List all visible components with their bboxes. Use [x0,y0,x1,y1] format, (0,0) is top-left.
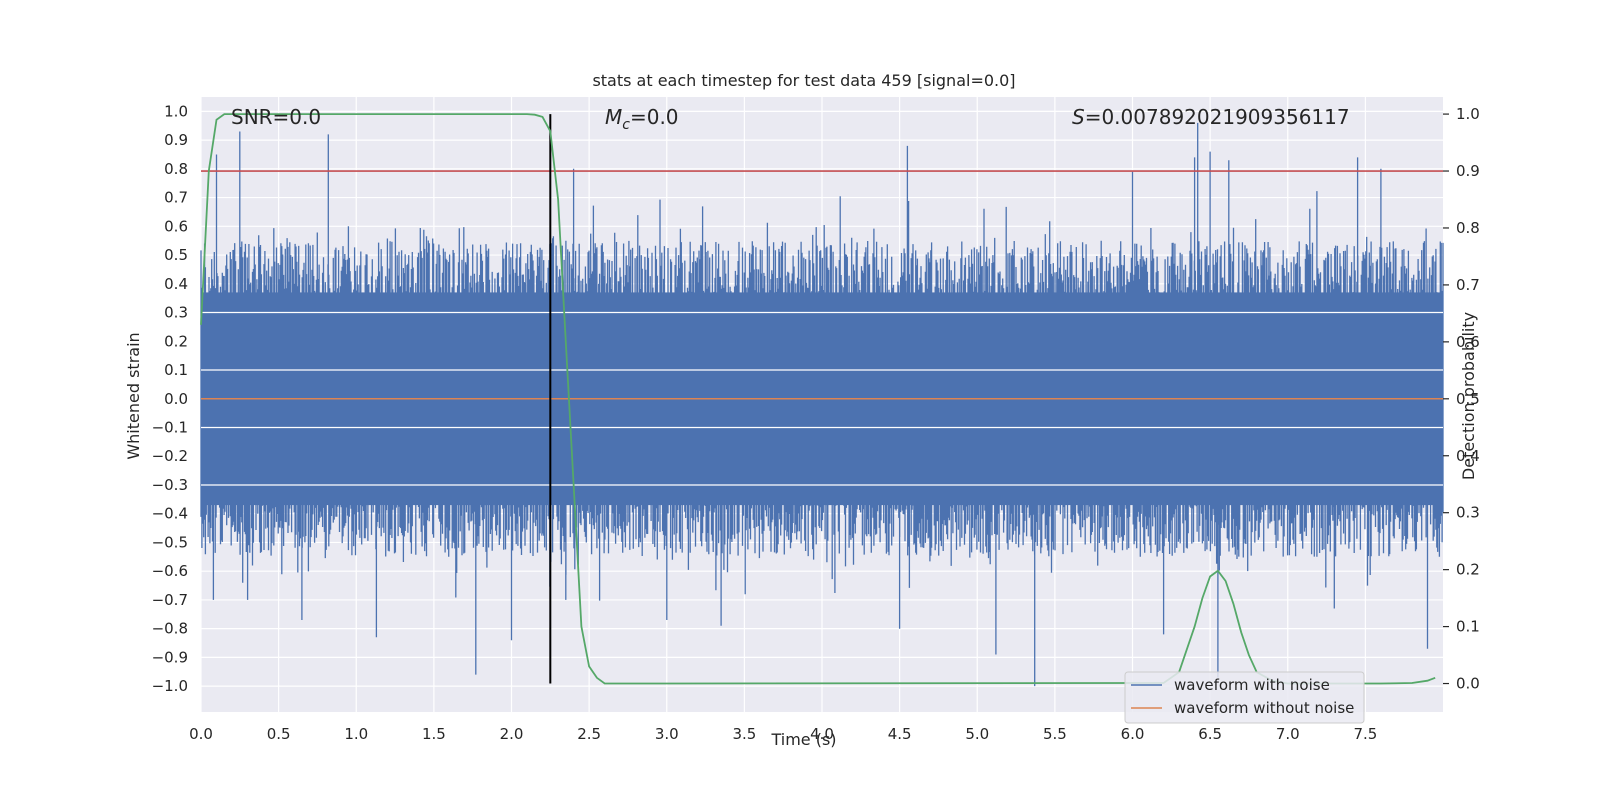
x-tick-label: 7.0 [1276,725,1300,743]
right-y-tick-label: 0.8 [1456,219,1480,237]
x-tick-label: 0.0 [189,725,213,743]
left-y-tick-label: 0.5 [164,246,188,264]
left-y-tick-label: 0.8 [164,160,188,178]
x-axis-ticks: 0.0 0.5 1.0 1.5 2.0 2.5 3.0 3.5 4.0 4.5 5.0 5.5 6.0 6… [189,725,1377,743]
legend-label-clean: waveform without noise [1174,699,1354,717]
chart-title: stats at each timestep for test data 459… [592,71,1015,90]
mc-symbol: M [605,105,622,129]
right-y-tick-label: 0.6 [1456,333,1480,351]
x-tick-label: 5.5 [1043,725,1067,743]
right-y-tick-label: 0.0 [1456,675,1480,693]
x-tick-label: 1.5 [422,725,446,743]
right-y-axis-label: Detection probability [1459,312,1478,480]
left-y-tick-label: 0.6 [164,217,188,235]
right-y-tick-label: 0.1 [1456,618,1480,636]
x-tick-label: 4.5 [888,725,912,743]
snr-annotation: SNR=0.0 [231,105,321,129]
right-y-tick-label: 1.0 [1456,105,1480,123]
right-y-axis-ticks: 1.0 0.9 0.8 0.7 0.6 0.5 0.4 0.3 0.2 0.1 0.0 [1443,105,1480,693]
x-tick-label: 1.0 [344,725,368,743]
left-y-tick-label: −0.5 [152,533,188,551]
x-axis-label: Time (s) [770,730,836,749]
mc-value: =0.0 [630,105,679,129]
s-annotation: S=0.007892021909356117 [1072,105,1350,129]
left-y-tick-label: 0.3 [164,304,188,322]
x-tick-label: 6.5 [1198,725,1222,743]
left-y-tick-label: 0.9 [164,131,188,149]
left-y-tick-label: 0.0 [164,390,188,408]
mc-subscript: c [622,117,630,133]
x-tick-label: 4.0 [810,725,834,743]
left-y-tick-label: 1.0 [164,102,188,120]
left-y-tick-label: −0.9 [152,648,188,666]
left-y-axis-ticks: 1.0 0.9 0.8 0.7 0.6 0.5 0.4 0.3 0.2 0.1 0.0 −0.1 −0.… [152,102,188,695]
left-y-axis-label: Whitened strain [124,332,143,459]
left-y-tick-label: 0.1 [164,361,188,379]
chirp-mass-annotation: Mc=0.0 [605,105,679,133]
left-y-tick-label: 0.7 [164,189,188,207]
x-tick-label: 2.0 [500,725,524,743]
x-tick-label: 2.5 [577,725,601,743]
x-tick-label: 3.0 [655,725,679,743]
s-value: =0.007892021909356117 [1085,105,1350,129]
x-tick-label: 0.5 [267,725,291,743]
right-y-tick-label: 0.2 [1456,561,1480,579]
left-y-tick-label: −0.3 [152,476,188,494]
x-tick-label: 3.5 [732,725,756,743]
right-y-tick-label: 0.7 [1456,276,1480,294]
right-y-tick-label: 0.4 [1456,447,1480,465]
legend-box [1124,671,1365,724]
left-y-tick-label: 0.2 [164,332,188,350]
x-tick-label: 7.5 [1353,725,1377,743]
left-y-tick-label: −0.7 [152,591,188,609]
left-y-tick-label: 0.4 [164,275,188,293]
left-y-tick-label: −0.4 [152,505,188,523]
left-y-tick-label: −1.0 [152,677,188,695]
right-y-tick-label: 0.5 [1456,390,1480,408]
legend-label-noise: waveform with noise [1174,676,1330,694]
legend: waveform with noise waveform without noi… [1124,671,1365,724]
right-y-tick-label: 0.3 [1456,504,1480,522]
right-y-tick-label: 0.9 [1456,162,1480,180]
left-y-tick-label: −0.1 [152,418,188,436]
x-tick-label: 6.0 [1121,725,1145,743]
left-y-tick-label: −0.8 [152,620,188,638]
left-y-tick-label: −0.2 [152,447,188,465]
s-symbol: S [1072,105,1085,129]
x-tick-label: 5.0 [965,725,989,743]
left-y-tick-label: −0.6 [152,562,188,580]
